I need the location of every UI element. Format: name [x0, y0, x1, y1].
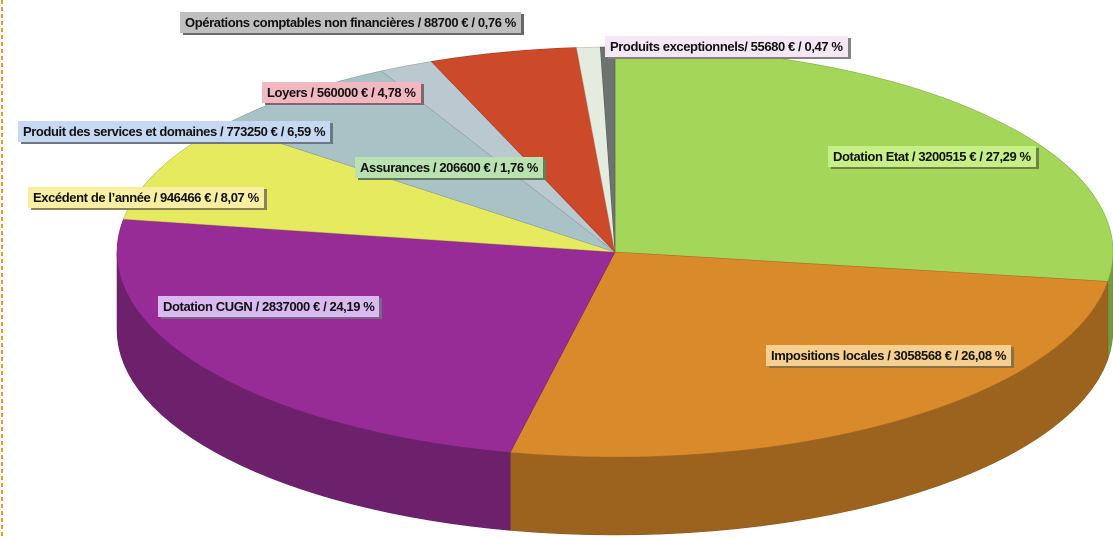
slice-label: Produit des services et domaines / 77325… — [18, 121, 331, 142]
slice-label: Loyers / 560000 € / 4,78 % — [262, 82, 421, 103]
slice — [430, 47, 616, 253]
slice-label: Opérations comptables non financières / … — [180, 12, 521, 33]
slice-label: Assurances / 206600 € / 1,76 % — [355, 157, 544, 178]
slice-label: Impositions locales / 3058568 € / 26,08 … — [766, 345, 1012, 366]
slice-label: Dotation Etat / 3200515 € / 27,29 % — [828, 146, 1036, 167]
slice-label: Dotation CUGN / 2837000 € / 24,19 % — [158, 296, 380, 317]
slice-label: Produits exceptionnels/ 55680 € / 0,47 % — [605, 36, 848, 57]
slice-label: Excédent de l’année / 946466 € / 8,07 % — [28, 187, 264, 208]
slice — [116, 218, 616, 453]
